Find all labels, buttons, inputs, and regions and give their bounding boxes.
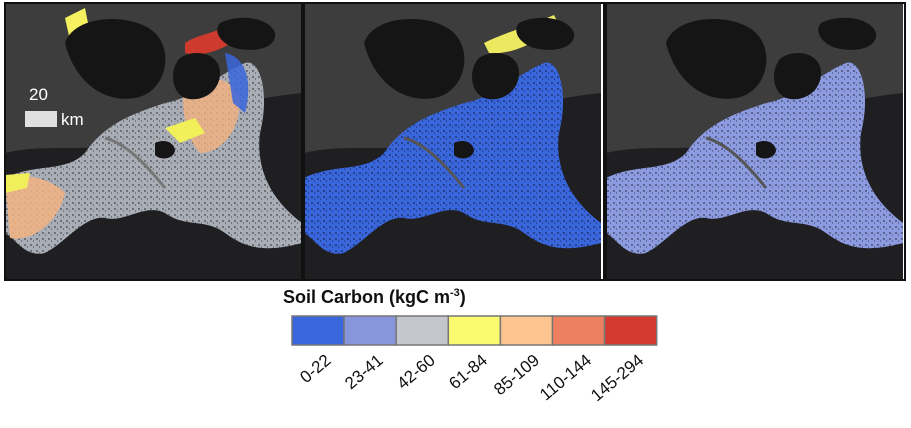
legend-title-text: Soil Carbon (kgC m — [283, 287, 450, 307]
panel-border — [4, 2, 303, 281]
scale-unit: km — [61, 110, 84, 129]
legend-swatch — [603, 315, 658, 346]
map-panel — [606, 3, 903, 280]
panel-border — [303, 2, 605, 281]
legend-label: 145-294 — [587, 351, 647, 406]
legend-swatch — [499, 315, 554, 346]
legend-swatch — [395, 315, 450, 346]
scale-distance: 20 — [29, 85, 48, 104]
legend-swatch — [291, 315, 345, 346]
legend-swatch — [551, 315, 606, 346]
legend-label: 110-144 — [536, 351, 595, 405]
legend-label: 0-22 — [296, 351, 334, 387]
legend-swatch — [343, 315, 397, 346]
legend-label: 85-109 — [490, 351, 543, 400]
legend-title-close: ) — [460, 287, 466, 307]
panel-border — [605, 2, 906, 281]
legend-title: Soil Carbon (kgC m-3) — [283, 287, 466, 307]
legend-label: 61-84 — [445, 351, 491, 394]
legend-label: 42-60 — [393, 351, 439, 394]
legend-title-superscript: -3 — [450, 287, 460, 299]
map-panel — [304, 3, 601, 280]
legend-swatch — [447, 315, 502, 346]
map-panel: 20 km — [5, 3, 302, 280]
legend-label: 23-41 — [341, 351, 387, 394]
scale-bar — [25, 111, 57, 127]
